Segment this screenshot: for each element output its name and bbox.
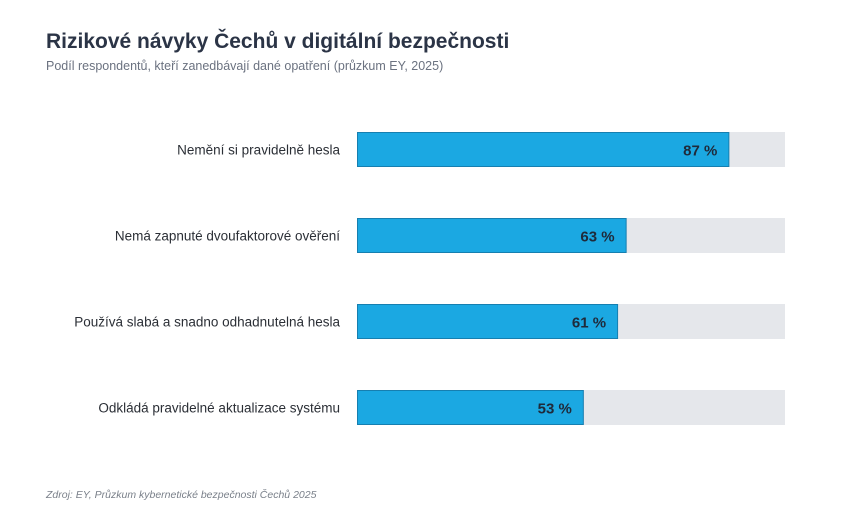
- bar: [357, 218, 627, 253]
- value-label: 53 %: [538, 401, 572, 418]
- category-label: Nemá zapnuté dvoufaktorové ověření: [115, 229, 340, 244]
- bar: [357, 132, 730, 167]
- bar: [357, 304, 619, 339]
- bar: [357, 390, 584, 425]
- category-label: Používá slabá a snadno odhadnutelná hesl…: [74, 315, 340, 330]
- chart-subtitle: Podíl respondentů, kteří zanedbávají dan…: [46, 59, 444, 73]
- category-label: Nemění si pravidelně hesla: [177, 143, 340, 158]
- value-label: 61 %: [572, 315, 606, 332]
- category-label: Odkládá pravidelné aktualizace systému: [98, 401, 340, 416]
- chart-title: Rizikové návyky Čechů v digitální bezpeč…: [46, 30, 510, 53]
- source-note: Zdroj: EY, Průzkum kybernetické bezpečno…: [46, 489, 317, 501]
- value-label: 63 %: [580, 229, 614, 246]
- value-label: 87 %: [683, 143, 717, 160]
